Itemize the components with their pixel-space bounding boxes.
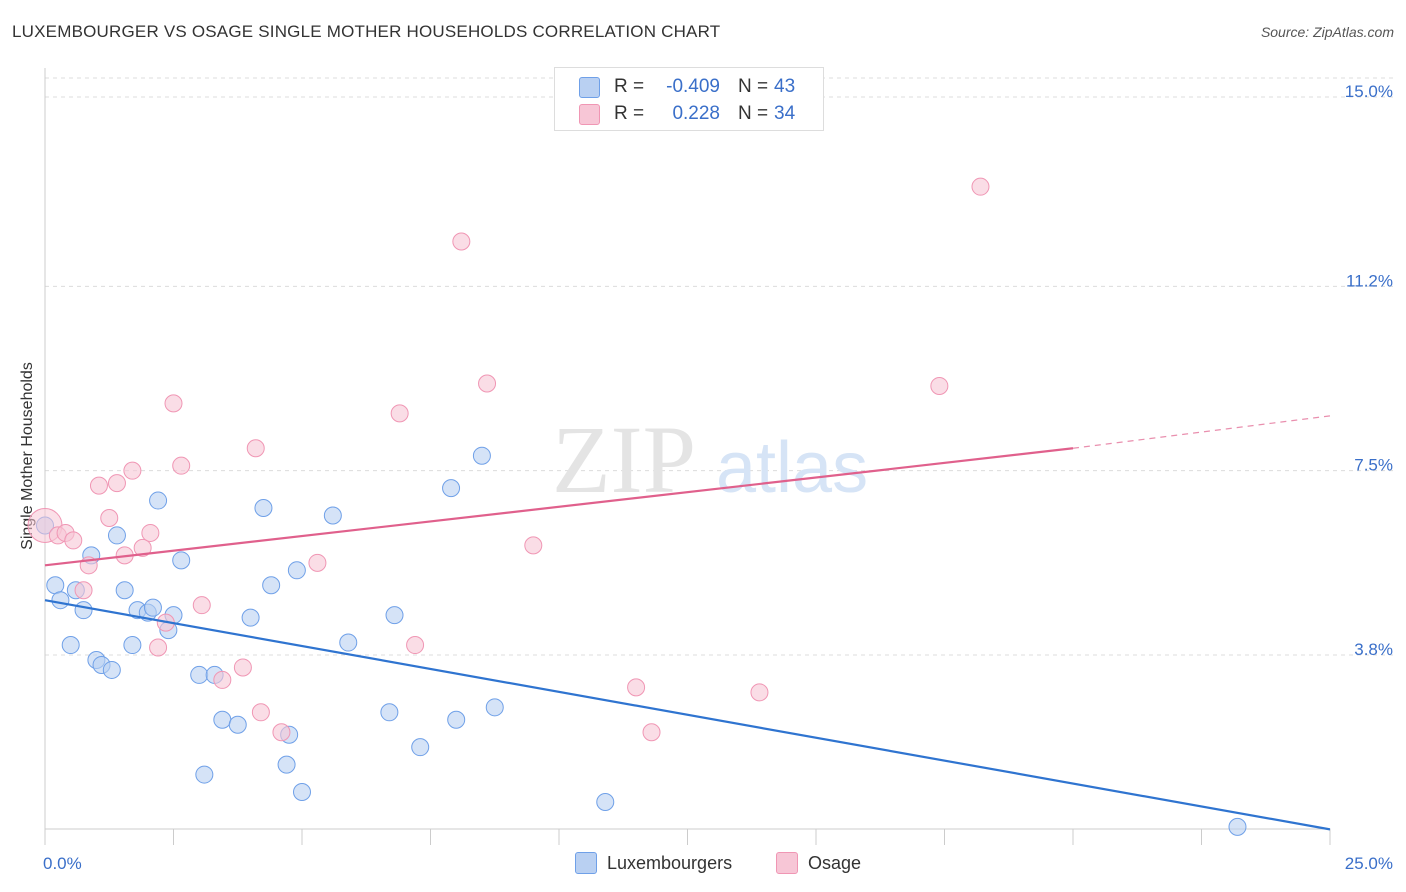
bottom-legend-swatch-osage — [776, 852, 798, 874]
gridlines — [45, 77, 1395, 656]
point-osage — [452, 232, 471, 251]
point-osage — [149, 638, 168, 657]
legend-r-value: 0.228 — [672, 103, 720, 124]
point-luxembourgers — [61, 636, 80, 655]
bottom-legend-label-luxembourgers: Luxembourgers — [607, 852, 733, 873]
point-luxembourgers — [149, 491, 168, 510]
point-luxembourgers — [254, 499, 273, 518]
trend-line-luxembourgers — [44, 599, 1331, 831]
trend-lines — [44, 415, 1331, 831]
point-osage — [478, 374, 497, 393]
point-luxembourgers — [485, 698, 504, 717]
point-osage — [164, 394, 183, 413]
point-luxembourgers — [102, 660, 121, 679]
source-label: Source: ZipAtlas.com — [1260, 24, 1394, 40]
legend-row-luxembourgers: R = -0.409 N = 43 — [579, 75, 795, 99]
point-luxembourgers — [51, 591, 70, 610]
point-luxembourgers — [277, 755, 296, 774]
chart-title: LUXEMBOURGER VS OSAGE SINGLE MOTHER HOUS… — [12, 22, 721, 41]
point-luxembourgers — [123, 636, 142, 655]
point-luxembourgers — [213, 710, 232, 729]
point-luxembourgers — [190, 665, 209, 684]
x-tick-label-max: 25.0% — [1345, 854, 1393, 873]
point-luxembourgers — [74, 601, 93, 620]
point-luxembourgers — [46, 576, 65, 595]
legend-r-label: R = — [614, 103, 645, 124]
point-osage — [172, 456, 191, 475]
point-osage — [272, 723, 291, 742]
point-luxembourgers — [195, 765, 214, 784]
legend-r-value: -0.409 — [666, 76, 720, 97]
point-osage — [390, 404, 409, 423]
point-osage — [233, 658, 252, 677]
legend-r-label: R = — [614, 76, 645, 97]
watermark-atlas: atlas — [716, 428, 868, 508]
point-osage — [971, 177, 990, 196]
point-luxembourgers — [172, 551, 191, 570]
point-osage — [192, 596, 211, 615]
y-tick-label: 15.0% — [1345, 82, 1393, 101]
point-osage — [246, 439, 265, 458]
point-luxembourgers — [442, 479, 461, 498]
point-luxembourgers — [472, 446, 491, 465]
legend-row-osage: R = 0.228 N = 34 — [579, 102, 795, 126]
legend-box: R = -0.409 N = 43 R = 0.228 N = 34 — [554, 67, 824, 131]
point-luxembourgers — [293, 783, 311, 802]
legend-n-label: N = — [738, 76, 769, 97]
legend-n-label: N = — [738, 103, 769, 124]
bottom-legend-label-osage: Osage — [808, 852, 862, 873]
y-tick-label: 7.5% — [1354, 456, 1393, 475]
point-luxembourgers — [262, 576, 281, 595]
bottom-legend-swatch-luxembourgers — [575, 852, 597, 874]
point-osage — [141, 523, 160, 542]
legend-swatch-osage — [579, 103, 600, 125]
tick-labels: 15.0% 11.2% 7.5% 3.8% 0.0% 25.0% — [43, 82, 1393, 873]
bottom-legend-osage: Osage — [776, 852, 861, 874]
bottom-legend: Luxembourgers Osage — [0, 852, 1406, 878]
point-osage — [89, 476, 108, 495]
point-luxembourgers — [143, 598, 162, 617]
point-luxembourgers — [596, 792, 615, 811]
point-osage — [406, 636, 425, 655]
point-osage — [750, 683, 769, 702]
x-tick-label-min: 0.0% — [43, 854, 82, 873]
point-luxembourgers — [380, 703, 399, 722]
point-luxembourgers — [1228, 817, 1247, 836]
point-osage — [642, 723, 661, 742]
trend-line-osage — [44, 447, 1074, 567]
point-luxembourgers — [107, 526, 126, 545]
axes — [44, 68, 1331, 845]
point-osage — [123, 461, 142, 480]
point-osage — [308, 553, 327, 572]
legend-swatch-luxembourgers — [579, 76, 600, 98]
point-osage — [133, 538, 152, 557]
point-osage — [100, 508, 119, 527]
point-osage — [64, 531, 83, 550]
point-osage — [627, 678, 646, 697]
point-osage — [74, 581, 93, 600]
point-luxembourgers — [411, 738, 430, 757]
y-tick-label: 3.8% — [1354, 640, 1393, 659]
point-osage — [251, 703, 270, 722]
watermark-zip: ZIP — [552, 406, 696, 513]
point-luxembourgers — [115, 581, 134, 600]
point-osage — [213, 670, 232, 689]
point-luxembourgers — [228, 715, 247, 734]
bottom-legend-luxembourgers: Luxembourgers — [575, 852, 732, 874]
point-luxembourgers — [339, 633, 358, 652]
point-osage — [107, 474, 126, 493]
point-luxembourgers — [287, 561, 306, 580]
point-osage — [930, 376, 949, 395]
point-luxembourgers — [385, 606, 404, 625]
y-tick-label: 11.2% — [1346, 271, 1393, 290]
point-luxembourgers — [447, 710, 466, 729]
point-luxembourgers — [241, 608, 260, 627]
trend-line-extension-osage — [1072, 415, 1331, 449]
point-luxembourgers — [323, 506, 342, 525]
legend-n-value: 34 — [774, 103, 796, 124]
legend-n-value: 43 — [774, 76, 796, 97]
point-osage — [524, 536, 543, 555]
